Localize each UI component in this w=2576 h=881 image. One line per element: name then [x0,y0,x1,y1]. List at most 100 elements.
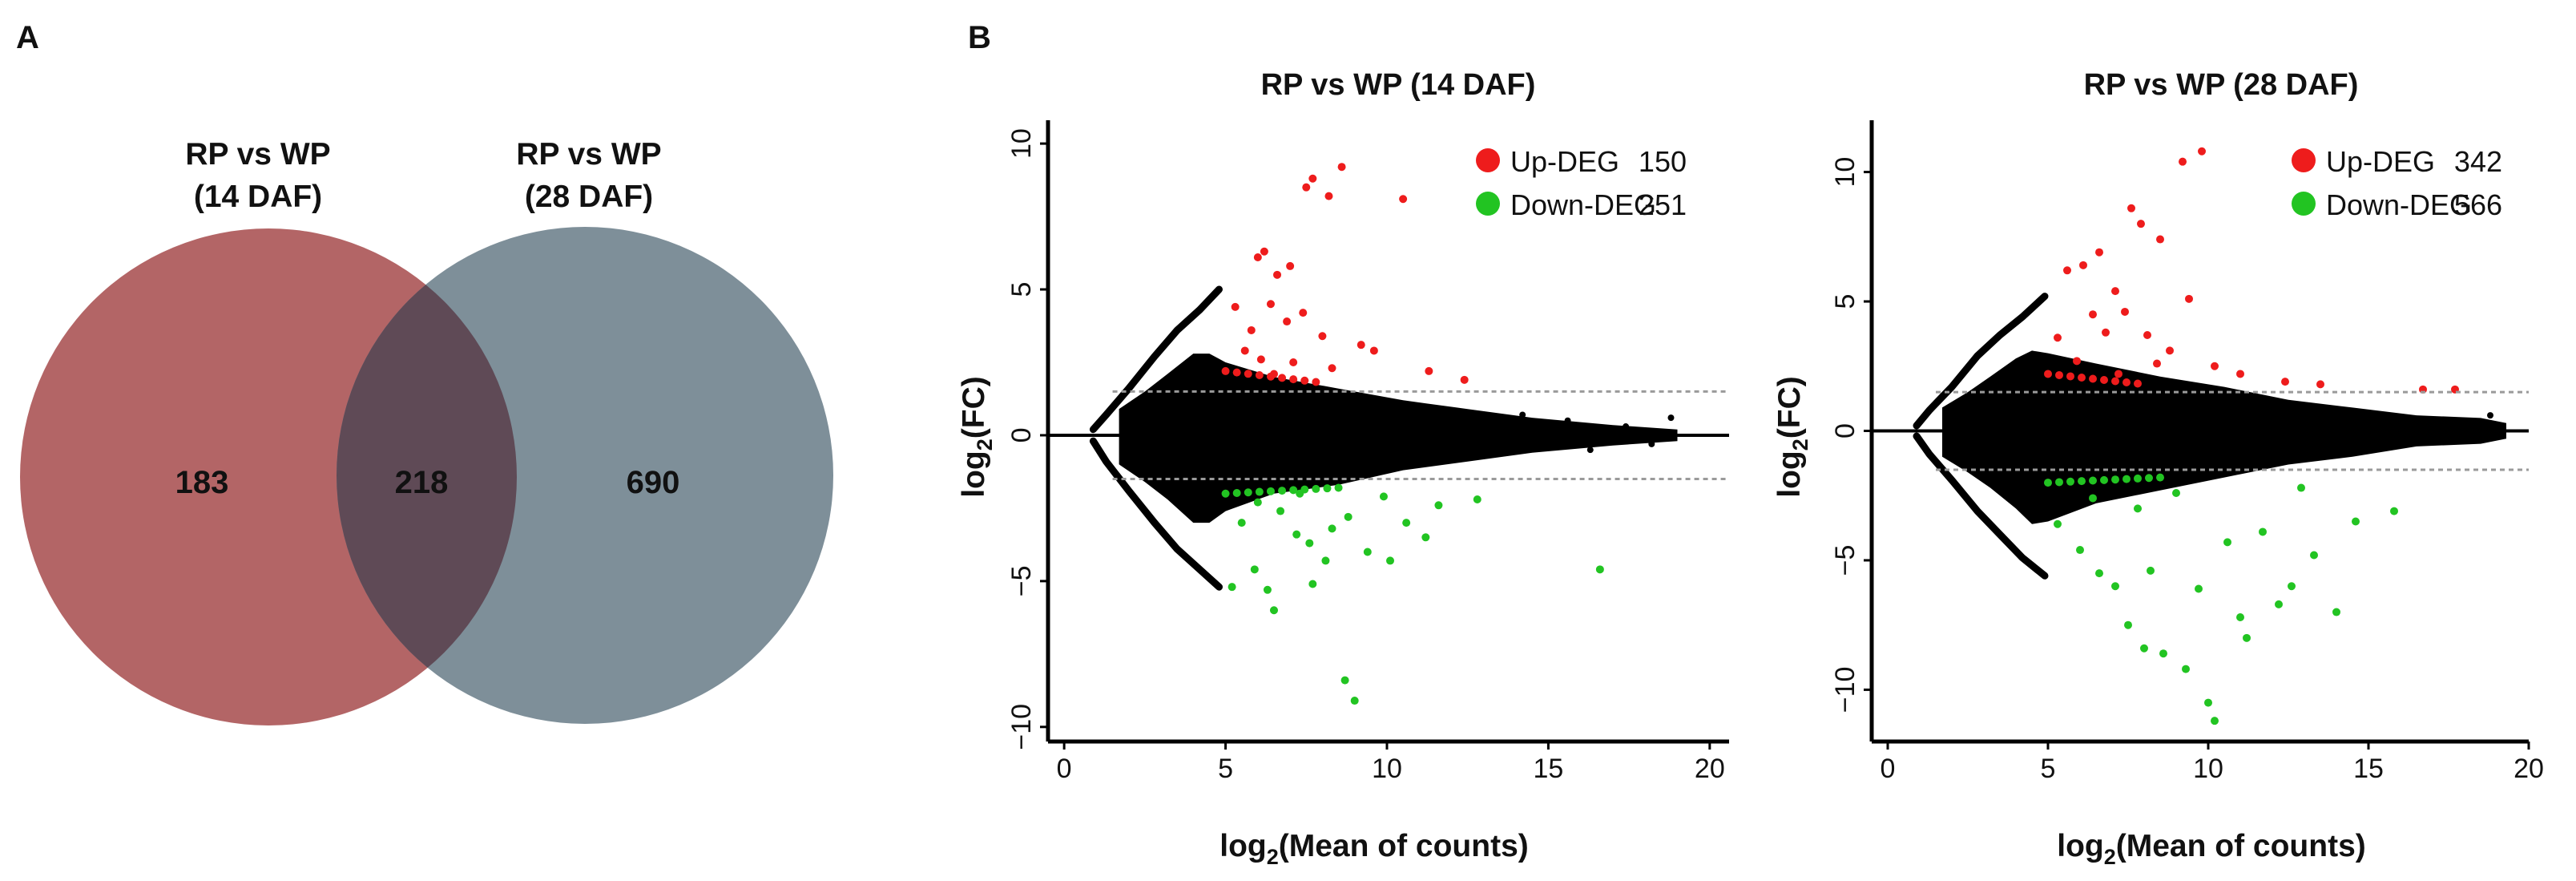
down-deg-point [1312,484,1320,493]
up-deg-point [1369,346,1378,355]
down-deg-point [2172,489,2180,497]
x-tick-label: 20 [1695,754,1725,784]
ma-plot-1-x-label-log: log [1219,829,1266,863]
ma-plot-2-title: RP vs WP (28 DAF) [2084,68,2359,102]
down-deg-point [2332,608,2340,616]
down-deg-point [1250,565,1259,574]
up-deg-point [2079,261,2087,269]
down-deg-point [2134,474,2142,483]
down-deg-point [2044,479,2052,487]
up-deg-point [1460,375,1469,384]
down-deg-point [2054,519,2062,528]
up-deg-point [1278,374,1287,382]
down-deg-point [1266,487,1275,495]
non-deg-point-cloud [1119,354,1678,523]
down-deg-point [1237,519,1246,527]
down-deg-point [2111,475,2119,484]
up-deg-point [1299,309,1308,317]
up-deg-point [1286,261,1295,270]
ma-plot-2-x-label-rest: (Mean of counts) [2116,829,2366,863]
down-deg-point [1473,495,1482,504]
data-point [1623,423,1630,430]
up-deg-point [2089,374,2097,383]
up-deg-point [2102,328,2110,337]
down-deg-point [1595,565,1604,574]
data-point [1519,411,1526,418]
ma-plot-2-legend-up-label: Up-DEG [2326,145,2435,178]
data-point [2340,409,2346,416]
down-deg-point [2111,582,2119,591]
up-deg-point [2095,248,2103,257]
data-point [2442,419,2449,426]
down-deg-point [1244,488,1252,497]
up-deg-point [1266,300,1275,309]
ma-plot-2-legend-up-marker [2292,148,2316,172]
x-tick-label: 0 [1881,754,1896,784]
venn-right-title-line2: (28 DAF) [525,180,653,214]
up-deg-point [2111,287,2119,296]
down-deg-point [1305,539,1314,548]
up-deg-point [2089,310,2097,319]
down-deg-point [2066,477,2074,486]
ma-plot-1-legend-down-count: 251 [1639,188,1687,221]
down-deg-point [2076,546,2084,555]
up-deg-point [1231,302,1240,311]
y-tick-label: −10 [1830,667,1860,713]
ma-plot-1-area: 0 5 10 15 20 −10 −5 0 5 10 [1006,120,1729,784]
x-tick-label: 5 [2041,754,2056,784]
ma-plot-1-y-axis-label: log2(FC) [957,376,997,497]
data-point [2468,435,2474,443]
down-deg-point [2156,473,2164,482]
up-deg-point [2198,147,2206,156]
up-deg-point [2054,333,2062,342]
venn-overlap-region [337,228,517,724]
up-deg-point [2137,220,2145,228]
up-deg-point [1283,317,1292,326]
y-tick-label: 0 [1006,427,1037,443]
ma-plot-1-y-label-rest: (FC) [957,376,991,438]
up-deg-point [1232,368,1241,377]
ma-plot-2-y-axis-label: log2(FC) [1772,376,1812,497]
up-deg-point [1357,341,1365,350]
ma-plot-1-y-label-sub: 2 [973,438,997,451]
up-deg-point [2100,375,2108,384]
up-deg-point [1273,270,1282,279]
up-deg-point [1269,370,1278,378]
ma-plot-2-y-label-rest: (FC) [1772,376,1807,438]
up-deg-point [1328,364,1336,373]
ma-plot-1-legend-up-count: 150 [1639,145,1687,178]
ma-plot-2-area: 0 5 10 15 20 −10 −5 0 5 10 [1830,120,2544,784]
up-deg-point [1318,332,1327,341]
up-deg-point [2316,380,2324,389]
down-deg-point [2211,717,2219,725]
up-deg-point [2063,266,2071,275]
up-deg-point [1300,376,1309,385]
y-tick-label: 5 [1830,294,1860,309]
x-tick-label: 15 [1533,754,1563,784]
down-deg-point [2055,478,2063,487]
up-deg-point [1253,253,1262,262]
venn-left-only-count: 183 [175,465,229,500]
down-deg-point [1221,489,1230,498]
down-deg-point [1386,556,1395,565]
ma-plot-1-legend: Up-DEG 150 Down-DEG 251 [1476,145,1687,221]
up-deg-point [2185,294,2193,303]
up-deg-point [2127,204,2135,212]
non-deg-point-cloud [1942,350,2506,524]
x-tick-label: 0 [1057,754,1072,784]
data-point [1667,414,1675,422]
down-deg-point [1308,580,1317,588]
up-deg-point [1256,355,1265,364]
down-deg-point [2223,538,2231,547]
up-deg-point [2066,372,2074,381]
up-deg-point [1221,366,1230,375]
up-deg-point [1289,358,1298,366]
up-deg-point [1337,163,1346,172]
up-deg-point [1244,370,1252,378]
down-deg-point [1278,487,1287,495]
lower-limit-streak [1913,432,2049,580]
data-point [1586,447,1594,454]
